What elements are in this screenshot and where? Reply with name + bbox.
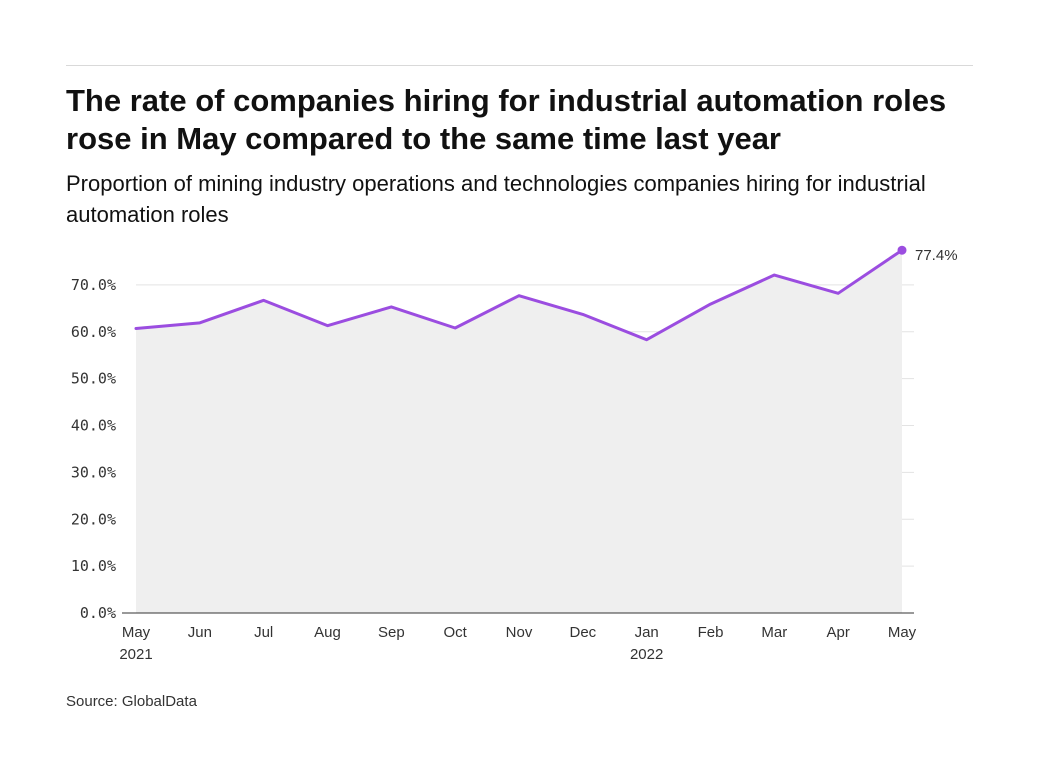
end-value-label: 77.4% (915, 247, 958, 264)
top-divider (66, 65, 973, 66)
y-axis: 0.0% 10.0% 20.0% 30.0% 40.0% 50.0% 60.0% 70.0% (71, 276, 116, 622)
x-tick-label: Aug (314, 624, 341, 641)
y-tick-label: 0.0% (80, 604, 116, 622)
x-tick-label: Nov (506, 624, 533, 641)
y-tick-label: 50.0% (71, 370, 116, 388)
x-tick-label: Jun (188, 624, 212, 641)
x-tick-year-label: 2022 (630, 646, 663, 663)
x-tick-label: Mar (761, 624, 787, 641)
chart-subtitle: Proportion of mining industry operations… (66, 171, 926, 227)
x-tick-label: Jan (635, 624, 659, 641)
series-line (134, 248, 904, 342)
x-tick-label: Jul (254, 624, 273, 641)
data-labels: 77.4% (915, 247, 958, 264)
y-tick-label: 30.0% (71, 463, 116, 481)
y-tick-label: 40.0% (71, 417, 116, 435)
y-tick-label: 60.0% (71, 323, 116, 341)
x-tick-year-label: 2021 (119, 646, 152, 663)
x-tick-label: May (888, 624, 917, 641)
end-point-marker (897, 245, 907, 255)
y-tick-label: 70.0% (71, 276, 116, 294)
x-tick-label: Feb (698, 624, 724, 641)
y-tick-label: 20.0% (71, 510, 116, 528)
chart-title: The rate of companies hiring for industr… (66, 83, 947, 156)
x-tick-label: Sep (378, 624, 405, 641)
x-tick-label: Apr (826, 624, 849, 641)
x-tick-label: Oct (443, 624, 467, 641)
x-axis: May 2021 Jun Jul Aug Sep Oct Nov Dec Jan 2022 Feb Ma… (119, 624, 916, 663)
y-tick-label: 10.0% (71, 557, 116, 575)
data-points (897, 245, 907, 255)
area-fill (136, 250, 902, 613)
x-tick-label: Dec (569, 624, 596, 641)
x-tick-label: May (122, 624, 151, 641)
source-note: Source: GlobalData (66, 693, 197, 710)
